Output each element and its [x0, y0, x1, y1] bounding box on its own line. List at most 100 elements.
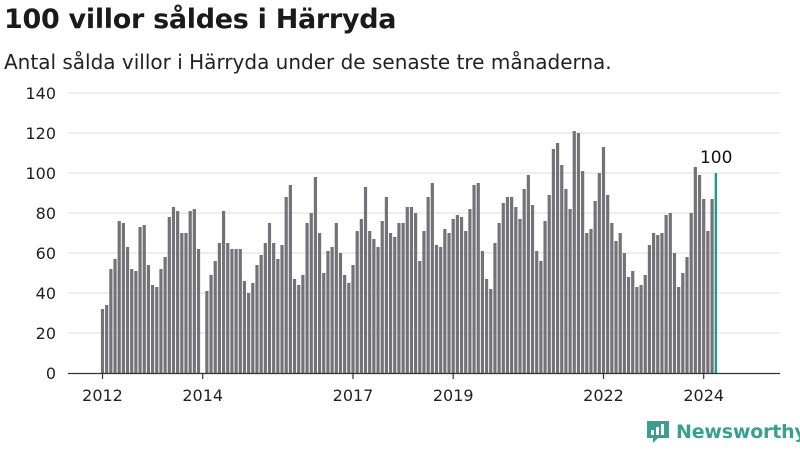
bar	[276, 259, 280, 373]
bar	[176, 211, 180, 373]
bar	[380, 221, 384, 373]
bar	[576, 133, 581, 373]
bar	[689, 213, 693, 373]
bar	[697, 175, 702, 373]
bar	[685, 257, 689, 373]
bar	[585, 233, 589, 373]
bar	[572, 131, 576, 373]
bar	[593, 201, 597, 373]
bar	[422, 231, 426, 373]
chart-subtitle: Antal sålda villor i Härryda under de se…	[4, 50, 612, 74]
bar	[455, 215, 459, 373]
bar	[347, 283, 351, 373]
x-tick-label: 2019	[433, 386, 474, 405]
bar	[564, 189, 568, 373]
bar	[217, 243, 221, 373]
bar	[288, 185, 292, 373]
bar	[242, 281, 247, 373]
bar	[393, 237, 397, 373]
bar	[677, 287, 681, 373]
bar	[284, 197, 288, 373]
bar	[251, 283, 255, 373]
bar	[501, 203, 505, 373]
y-tick-label: 60	[36, 244, 56, 263]
bar	[159, 269, 163, 373]
bar	[213, 261, 217, 373]
bar	[263, 243, 267, 373]
bar	[259, 255, 263, 373]
bar	[384, 197, 388, 373]
bar	[196, 249, 201, 373]
bar	[409, 207, 414, 373]
bar	[192, 209, 196, 373]
bar	[418, 261, 422, 373]
chart-title: 100 villor såldes i Härryda	[4, 4, 397, 35]
bar	[693, 167, 697, 373]
bar	[485, 279, 489, 373]
bar	[618, 233, 622, 373]
bar	[480, 251, 485, 373]
bar	[514, 207, 518, 373]
bar-latest	[714, 173, 718, 373]
bar	[130, 269, 134, 373]
bar	[188, 211, 192, 373]
bar	[372, 239, 376, 373]
bar	[443, 229, 447, 373]
bar	[468, 209, 472, 373]
bar	[334, 223, 338, 373]
bar	[205, 291, 209, 373]
bar	[234, 249, 238, 373]
bar	[113, 259, 117, 373]
bar	[464, 231, 468, 373]
y-tick-label: 40	[36, 284, 56, 303]
bar	[238, 249, 242, 373]
bar	[305, 223, 309, 373]
bar	[326, 251, 330, 373]
bar	[272, 243, 276, 373]
data-label-latest: 100	[700, 148, 732, 168]
bar	[121, 223, 125, 373]
bar	[138, 227, 142, 373]
bar	[134, 271, 138, 373]
bar	[414, 213, 418, 373]
bar	[351, 265, 355, 373]
bar	[180, 233, 184, 373]
bar	[397, 223, 401, 373]
bar	[518, 219, 522, 373]
bar	[706, 231, 710, 373]
bar	[151, 285, 155, 373]
bar	[606, 195, 610, 373]
bar	[318, 233, 322, 373]
bar	[652, 233, 656, 373]
bar	[660, 233, 664, 373]
bar	[622, 253, 626, 373]
bar	[522, 189, 526, 373]
bar	[280, 245, 284, 373]
bar	[368, 231, 372, 373]
bar	[343, 275, 347, 373]
bar	[167, 217, 171, 373]
bar	[610, 223, 614, 373]
bar	[626, 277, 631, 373]
bar	[292, 279, 297, 373]
bar	[376, 247, 380, 373]
bar	[184, 233, 188, 373]
bar	[497, 223, 501, 373]
bar	[313, 177, 318, 373]
y-tick-label: 100	[25, 164, 56, 183]
bar	[430, 183, 434, 373]
x-tick-label: 2017	[333, 386, 374, 405]
bar	[155, 287, 159, 373]
bar	[710, 199, 714, 373]
bar	[297, 285, 301, 373]
bar	[530, 205, 535, 373]
y-tick-label: 140	[25, 84, 56, 103]
bar	[125, 247, 130, 373]
newsworthy-chart-icon	[647, 421, 669, 443]
bar	[568, 209, 572, 373]
bar	[434, 245, 439, 373]
bar	[510, 197, 514, 373]
bar	[539, 261, 543, 373]
bar	[601, 147, 606, 373]
bar	[359, 219, 363, 373]
